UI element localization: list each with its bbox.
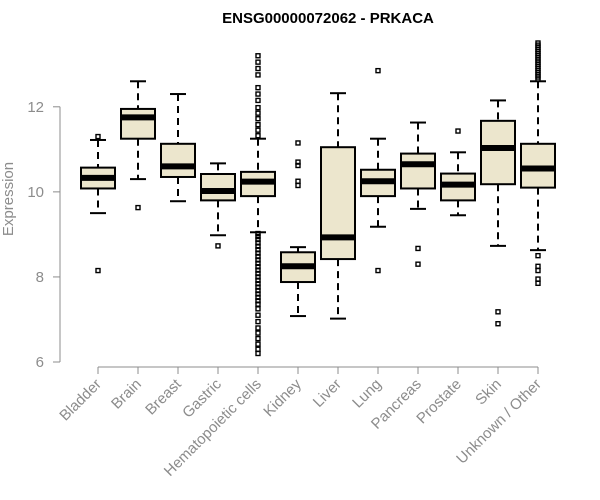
box-iqr: [160, 142, 196, 178]
outlier-point: [255, 330, 261, 336]
outlier-point: [535, 263, 541, 269]
box-group: [360, 67, 396, 274]
outlier-point: [255, 233, 261, 240]
outlier-point: [255, 230, 261, 237]
outlier-point: [415, 245, 421, 252]
outlier-point: [295, 178, 301, 184]
outlier-point: [495, 321, 501, 327]
outlier-point: [375, 67, 381, 74]
outlier-point: [375, 267, 381, 274]
outlier-point: [255, 350, 261, 357]
x-tick-label: Prostate: [413, 376, 465, 428]
x-tick-label: Liver: [310, 376, 345, 411]
box-group: [240, 53, 276, 357]
outlier-point: [255, 72, 261, 78]
outlier-point: [255, 325, 261, 331]
box-group: [480, 99, 516, 327]
outlier-point: [255, 53, 261, 59]
outlier-point: [495, 309, 501, 315]
box-group: [160, 93, 196, 203]
outlier-point: [255, 312, 261, 318]
box-group: [320, 92, 356, 320]
outlier-point: [255, 133, 261, 139]
box-group: [200, 162, 236, 249]
y-tick-label: 6: [36, 354, 44, 371]
x-tick-label: Skin: [472, 376, 505, 409]
outlier-point: [295, 140, 301, 146]
outlier-point: [95, 133, 101, 140]
box-group: [120, 80, 156, 211]
outlier-point: [255, 91, 261, 97]
outlier-point: [535, 276, 541, 282]
x-tick-label: Brain: [108, 376, 145, 413]
outlier-point: [255, 104, 261, 111]
box-iqr: [320, 146, 356, 261]
box-group: [520, 40, 556, 287]
outlier-point: [255, 97, 261, 104]
outlier-point: [95, 267, 101, 274]
outlier-point: [535, 267, 541, 274]
box-group: [400, 121, 436, 267]
outlier-point: [255, 59, 261, 65]
box-iqr: [120, 107, 156, 140]
chart-title: ENSG00000072062 - PRKACA: [222, 10, 434, 27]
outlier-point: [255, 65, 261, 72]
outlier-point: [255, 127, 261, 133]
outlier-point: [295, 162, 301, 169]
box-group: [80, 133, 116, 274]
outlier-point: [255, 306, 261, 312]
x-tick-label: Bladder: [56, 376, 105, 425]
outlier-point: [535, 252, 541, 259]
y-tick-label: 10: [27, 184, 44, 201]
y-axis: 6 8 10 12: [27, 99, 61, 371]
y-tick-label: 8: [36, 269, 44, 286]
outlier-point: [255, 341, 261, 347]
outlier-point: [535, 76, 541, 82]
boxes-layer: [80, 40, 556, 357]
outlier-point: [255, 301, 261, 307]
outlier-point: [255, 84, 261, 91]
outlier-point: [255, 318, 261, 325]
outlier-point: [415, 261, 421, 267]
outlier-point: [455, 128, 461, 134]
outlier-point: [255, 116, 261, 122]
box-iqr: [480, 119, 516, 186]
outlier-point: [255, 110, 261, 116]
box-iqr: [400, 152, 436, 190]
box-group: [280, 140, 316, 318]
outlier-point: [255, 121, 261, 128]
y-axis-label: Expression: [0, 162, 17, 236]
outlier-point: [255, 346, 261, 352]
box-iqr: [200, 173, 236, 202]
outlier-point: [535, 280, 541, 287]
x-tick-label: Kidney: [260, 375, 305, 420]
x-tick-label: Lung: [349, 376, 385, 412]
outlier-point: [295, 182, 301, 189]
y-tick-label: 12: [27, 99, 44, 116]
outlier-point: [135, 204, 141, 211]
outlier-point: [255, 335, 261, 342]
outlier-point: [215, 243, 221, 249]
x-tick-label: Breast: [142, 375, 185, 418]
box-group: [440, 128, 476, 217]
